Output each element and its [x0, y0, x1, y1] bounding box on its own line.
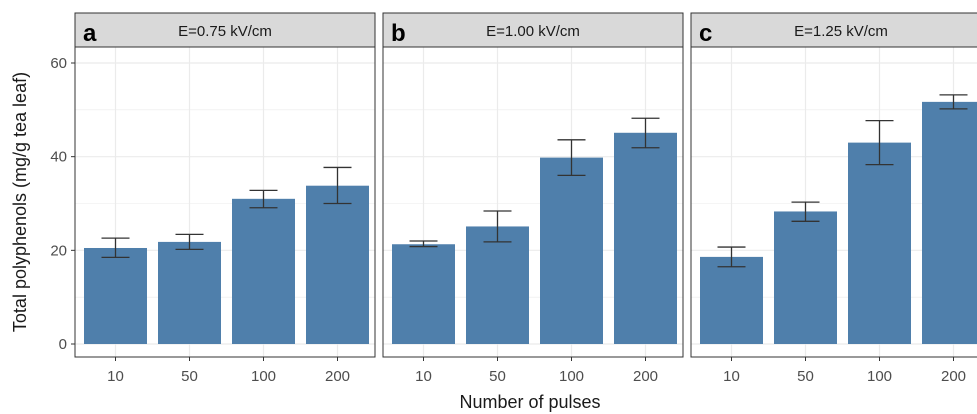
x-tick-label: 50: [181, 368, 198, 385]
bar-c-50: [774, 211, 837, 344]
bar-b-10: [392, 244, 455, 344]
bar-b-100: [540, 157, 603, 344]
x-tick-label: 50: [489, 368, 506, 385]
panel-tag-label: c: [699, 20, 712, 47]
panel-border: [382, 46, 684, 358]
x-tick-label: 200: [633, 368, 658, 385]
facet-panel-c: E=1.25 kV/cm c 10 50 100 200: [690, 12, 977, 385]
bar-a-10: [84, 247, 147, 344]
error-bar: [939, 94, 968, 110]
bar-a-50: [158, 241, 221, 344]
y-axis-title: Total polyphenols (mg/g tea leaf): [10, 72, 30, 332]
panel-border: [690, 46, 977, 358]
strip-label: E=1.25 kV/cm: [794, 23, 888, 40]
strip-header: [690, 12, 977, 48]
error-bar: [409, 240, 438, 248]
strip-header: [382, 12, 684, 48]
error-bar: [557, 139, 586, 177]
bar-b-200: [614, 132, 677, 344]
facet-panel-a: E=0.75 kV/cm a 10 50 100 200: [74, 12, 376, 385]
error-bar: [865, 119, 894, 166]
panel-tag-label: b: [391, 20, 406, 47]
bar-b-50: [466, 226, 529, 344]
bar-c-100: [848, 142, 911, 344]
strip-header: [74, 12, 376, 48]
error-bar: [483, 210, 512, 243]
y-tick-label: 0: [59, 336, 67, 353]
error-bar: [175, 233, 204, 251]
strip-label: E=0.75 kV/cm: [178, 23, 272, 40]
x-tick-label: 200: [941, 368, 966, 385]
bar-a-100: [232, 198, 295, 344]
x-axis-title: Number of pulses: [459, 392, 600, 412]
error-bar: [717, 246, 746, 268]
x-tick-label: 100: [251, 368, 276, 385]
error-bar: [101, 237, 130, 259]
y-tick-label: 40: [50, 149, 67, 166]
x-tick-label: 10: [107, 368, 124, 385]
x-tick-label: 200: [325, 368, 350, 385]
facet-panel-b: E=1.00 kV/cm b 10 50 100 200: [382, 12, 684, 385]
x-tick-label: 100: [559, 368, 584, 385]
error-bar: [791, 201, 820, 222]
panel-tag-label: a: [83, 20, 97, 47]
error-bar: [631, 117, 660, 149]
y-tick-label: 20: [50, 242, 67, 259]
x-tick-label: 100: [867, 368, 892, 385]
error-bar: [323, 166, 352, 205]
bar-c-10: [700, 256, 763, 344]
x-tick-label: 10: [723, 368, 740, 385]
strip-label: E=1.00 kV/cm: [486, 23, 580, 40]
panel-border: [74, 46, 376, 358]
bar-a-200: [306, 185, 369, 344]
error-bar: [249, 189, 278, 209]
y-tick-label: 60: [50, 55, 67, 72]
x-tick-label: 50: [797, 368, 814, 385]
bar-c-200: [922, 101, 977, 344]
x-tick-label: 10: [415, 368, 432, 385]
